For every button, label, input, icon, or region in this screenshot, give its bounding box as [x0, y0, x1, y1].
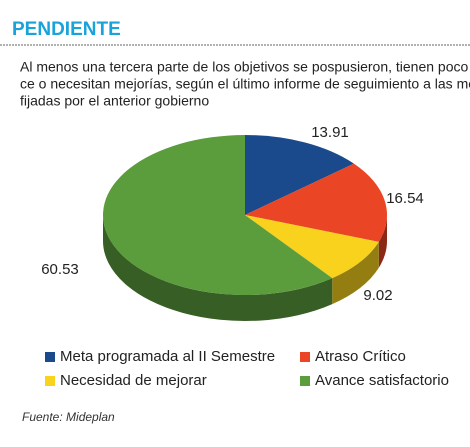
legend-label: Atraso Crítico	[315, 348, 406, 365]
source: Fuente: Mideplan	[22, 410, 115, 424]
chart-title: PENDIENTE	[12, 19, 121, 40]
subtitle-line: fijadas por el anterior gobierno	[20, 93, 209, 109]
legend-label: Necesidad de mejorar	[60, 372, 207, 389]
legend-swatch	[45, 376, 55, 386]
value-label: 13.91	[311, 124, 349, 141]
legend-swatch	[300, 352, 310, 362]
slice	[245, 163, 387, 242]
slice-side	[378, 215, 387, 268]
value-label: 16.54	[386, 190, 424, 207]
legend-label: Avance satisfactorio	[315, 372, 449, 389]
slice	[245, 135, 354, 215]
value-label: 9.02	[363, 287, 392, 304]
slice	[103, 135, 333, 295]
legend-label: Meta programada al II Semestre	[60, 348, 275, 365]
slice	[245, 215, 379, 279]
subtitle-line: ce o necesitan mejorías, según el último…	[20, 76, 470, 92]
pie: 13.91 16.54 9.02 60.53	[41, 124, 424, 321]
slice-side	[102, 215, 333, 321]
slice-side	[332, 241, 379, 305]
subtitle-line: Al menos una tercera parte de los objeti…	[20, 59, 470, 75]
legend-swatch	[300, 376, 310, 386]
value-label: 60.53	[41, 261, 79, 278]
subtitle: Al menos una tercera parte de los objeti…	[20, 59, 470, 109]
legend-swatch	[45, 352, 55, 362]
legend: Meta programada al II Semestre Atraso Crí…	[45, 348, 449, 389]
